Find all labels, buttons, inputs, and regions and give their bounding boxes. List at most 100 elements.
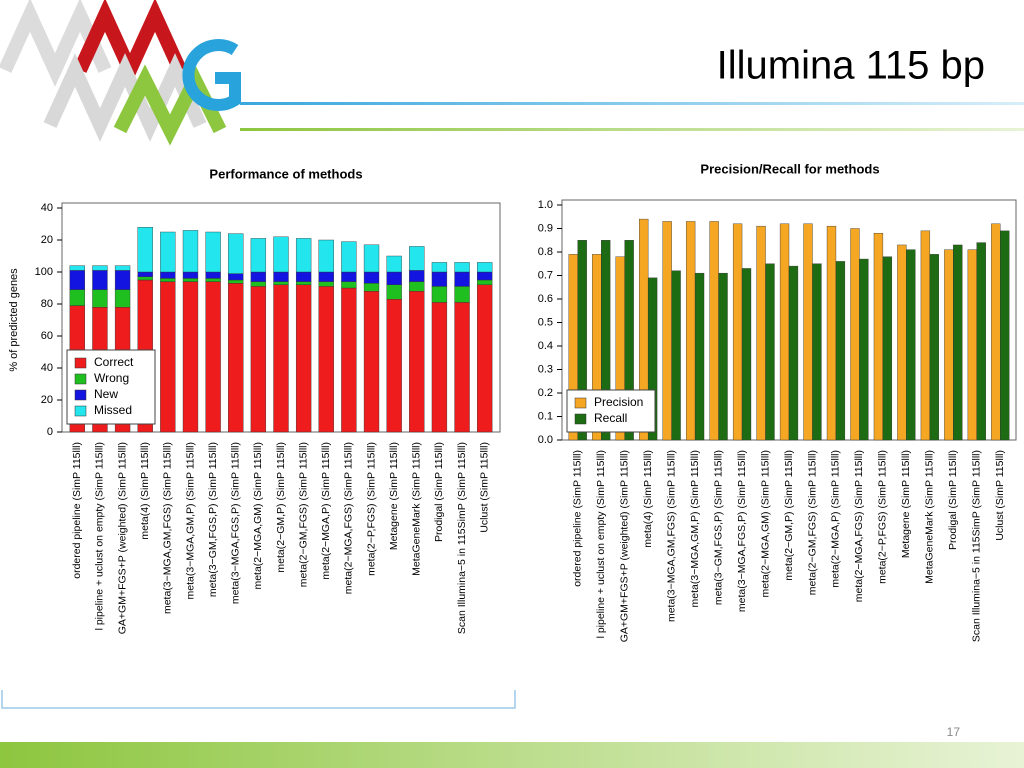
bar-segment [341, 241, 357, 273]
legend-label: Missed [94, 403, 132, 417]
bar-segment [182, 278, 199, 282]
bar-segment [250, 238, 267, 273]
bar-segment [160, 271, 176, 279]
x-tick-label: meta(3−MGA,GM,FGS) (SimP 115lll) [665, 450, 677, 622]
y-tick-label: 0.8 [538, 246, 553, 258]
y-tick-label: 0.6 [538, 293, 553, 305]
bar-segment [477, 271, 493, 281]
legend-label: Wrong [94, 371, 129, 385]
x-tick-label: meta(2−P,FGS) (SimP 115lll) [365, 442, 377, 576]
bar [967, 249, 977, 441]
y-tick-label: 40 [41, 202, 53, 214]
x-tick-label: meta(2−GM,FGS) (SimP 115lll) [297, 442, 309, 587]
bar-segment [295, 271, 312, 282]
x-tick-label: GA+GM+FGS+P (weighted) (SimP 115lll) [618, 450, 630, 642]
y-tick-label: 0.4 [538, 340, 553, 352]
y-tick-label: 0.7 [538, 269, 553, 281]
bar-segment [454, 262, 470, 273]
x-tick-label: ordered pipeline (SimP 115lll) [572, 450, 584, 587]
bar-segment [182, 271, 199, 279]
bar-segment [160, 278, 176, 282]
x-tick-label: meta(3−MGA,FGS,P) (SimP 115lll) [230, 442, 242, 604]
bar-segment [363, 283, 380, 292]
bar [732, 223, 743, 441]
bar [826, 225, 837, 441]
bar-segment [409, 281, 425, 292]
bar-segment [114, 265, 131, 271]
x-tick-label: Metagene (SimP 115lll) [388, 442, 400, 550]
x-tick-label: Scan Illumina−5 in 115SimP (SimP 115lll) [456, 442, 468, 634]
y-axis-label: % of predicted genes [8, 268, 20, 372]
x-tick-label: ordered pipeline (SimP 115lll) [71, 442, 83, 579]
bar-segment [250, 271, 267, 282]
bar [812, 263, 822, 441]
chart-title: Precision/Recall for methods [700, 161, 879, 176]
x-tick-label: meta(2−GM,P) (SimP 115lll) [783, 450, 795, 581]
bar-segment [273, 236, 289, 273]
bar-segment [228, 279, 244, 284]
legend-box [566, 389, 656, 433]
bar [1000, 230, 1010, 441]
bar-segment [477, 279, 493, 286]
bar-segment [273, 271, 289, 282]
bar [920, 230, 931, 441]
x-tick-label: meta(2−MGA,P) (SimP 115lll) [320, 442, 332, 580]
legend-swatch [574, 397, 587, 409]
x-tick-label: meta(2−MGA,P) (SimP 115lll) [830, 450, 842, 588]
bar-segment [318, 281, 334, 287]
bar [577, 240, 587, 441]
bar-segment [431, 286, 448, 303]
bar-segment [454, 302, 470, 433]
y-tick-label: 0.2 [538, 387, 553, 399]
x-tick-label: Uclust (SimP 115lll) [478, 442, 490, 533]
x-tick-label: Metagene (SimP 115lll) [900, 450, 912, 558]
bar-segment [69, 265, 85, 271]
bar-segment [341, 287, 357, 433]
logo [0, 0, 241, 146]
bar [647, 277, 658, 441]
bar-segment [92, 270, 108, 290]
bar [991, 223, 1001, 441]
bar-segment [363, 291, 380, 433]
x-tick-label: meta(4) (SimP 115lll) [139, 442, 151, 540]
bar-segment [454, 286, 470, 303]
x-tick-label: meta(2−MGA,GM) (SimP 115lll) [759, 450, 771, 598]
y-tick-label: 40 [41, 362, 53, 374]
bar-segment [137, 226, 153, 273]
y-tick-label: 0.9 [538, 222, 553, 234]
legend-label: New [94, 387, 118, 401]
bar-segment [205, 231, 221, 273]
x-tick-label: meta(3−MGA,GM,P) (SimP 115lll) [184, 442, 196, 599]
x-tick-label: Scan Illumina−5 in 115SimP (SimP 115lll) [971, 450, 983, 642]
bar-segment [205, 281, 221, 433]
bar [662, 221, 672, 441]
legend-label: Correct [94, 355, 134, 369]
y-tick-label: 0.0 [538, 434, 553, 446]
y-tick-label: 60 [41, 330, 53, 342]
legend-swatch [74, 373, 87, 385]
bar-segment [431, 302, 448, 433]
bar-segment [454, 271, 470, 287]
page-number: 17 [947, 725, 961, 739]
bar [671, 270, 681, 441]
bar [685, 221, 696, 441]
footer-bar [0, 742, 1024, 768]
bar-segment [273, 281, 289, 286]
x-tick-label: MetaGeneMark (SimP 115lll) [924, 450, 936, 584]
legend-swatch [74, 405, 87, 417]
bar-segment [295, 284, 312, 433]
bar-segment [386, 299, 402, 433]
bar-segment [137, 271, 153, 278]
bar-segment [160, 281, 176, 433]
legend-swatch [74, 357, 87, 369]
bar [953, 244, 963, 441]
bar [897, 244, 907, 441]
bar-segment [477, 262, 493, 273]
y-tick-label: 0.3 [538, 363, 553, 375]
bar [779, 223, 790, 441]
bar-segment [182, 230, 199, 273]
bar [788, 265, 799, 441]
bar-segment [477, 284, 493, 433]
bar [976, 242, 986, 441]
